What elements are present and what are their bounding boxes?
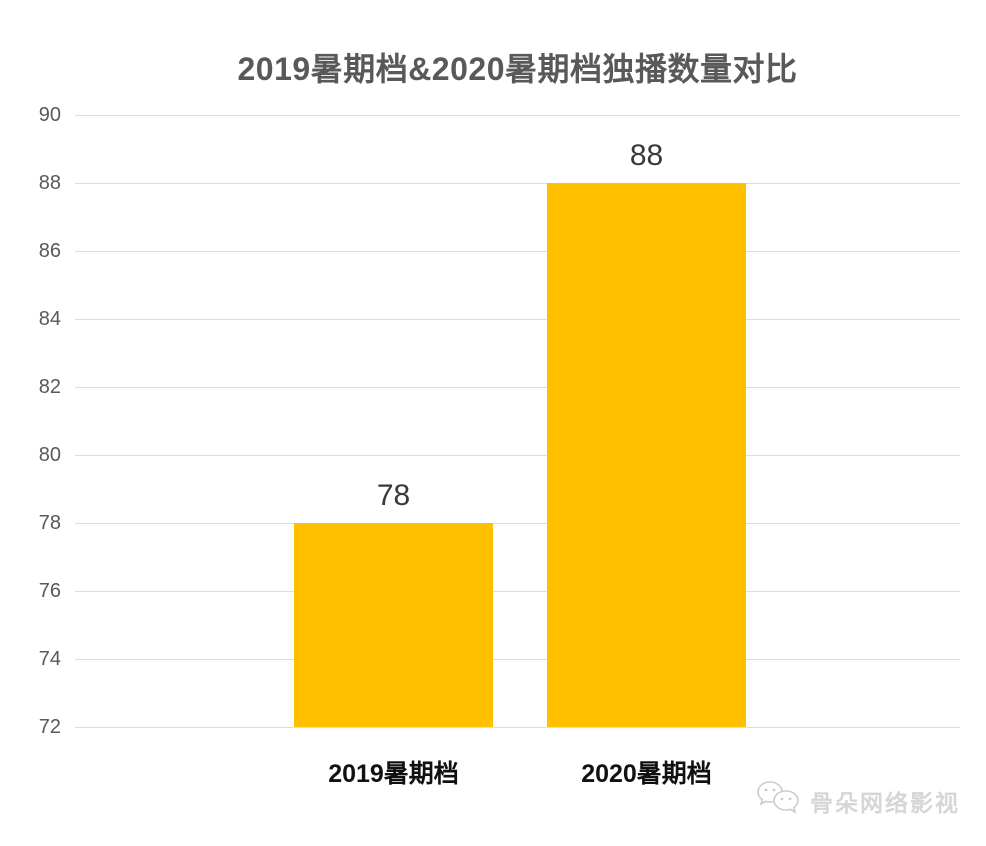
bar-value-label: 78	[376, 479, 411, 512]
gridline-y-76	[75, 591, 960, 592]
bar-value-label: 88	[629, 139, 664, 172]
gridline-y-90	[75, 115, 960, 116]
y-axis-tick-label: 84	[38, 308, 61, 330]
y-axis-tick-label: 74	[38, 648, 61, 670]
y-axis-tick-label: 88	[38, 172, 61, 194]
gridline-y-86	[75, 251, 960, 252]
gridline-y-80	[75, 455, 960, 456]
gridline-y-88	[75, 183, 960, 184]
y-axis-tick-label: 82	[38, 376, 61, 398]
gridline-y-84	[75, 319, 960, 320]
x-axis-category-label: 2019暑期档	[328, 760, 459, 788]
y-axis-tick-label: 80	[38, 444, 61, 466]
gridline-y-74	[75, 659, 960, 660]
gridline-y-78	[75, 523, 960, 524]
y-axis-tick-label: 76	[38, 580, 61, 602]
bar-2019暑期档	[294, 523, 493, 727]
chart-title: 2019暑期档&2020暑期档独播数量对比	[237, 51, 798, 87]
y-axis-tick-label: 72	[38, 716, 61, 738]
gridline-y-82	[75, 387, 960, 388]
bar-2020暑期档	[547, 183, 746, 727]
y-axis-tick-label: 78	[38, 512, 61, 534]
watermark-text: 骨朵网络影视	[810, 789, 960, 816]
wechat-chat-bubbles-icon	[755, 779, 801, 822]
y-axis-tick-label: 90	[38, 104, 61, 126]
gridline-y-72	[75, 727, 960, 728]
x-axis-category-label: 2020暑期档	[581, 760, 712, 788]
y-axis-tick-label: 86	[38, 240, 61, 262]
watermark: 骨朵网络影视	[755, 779, 960, 822]
